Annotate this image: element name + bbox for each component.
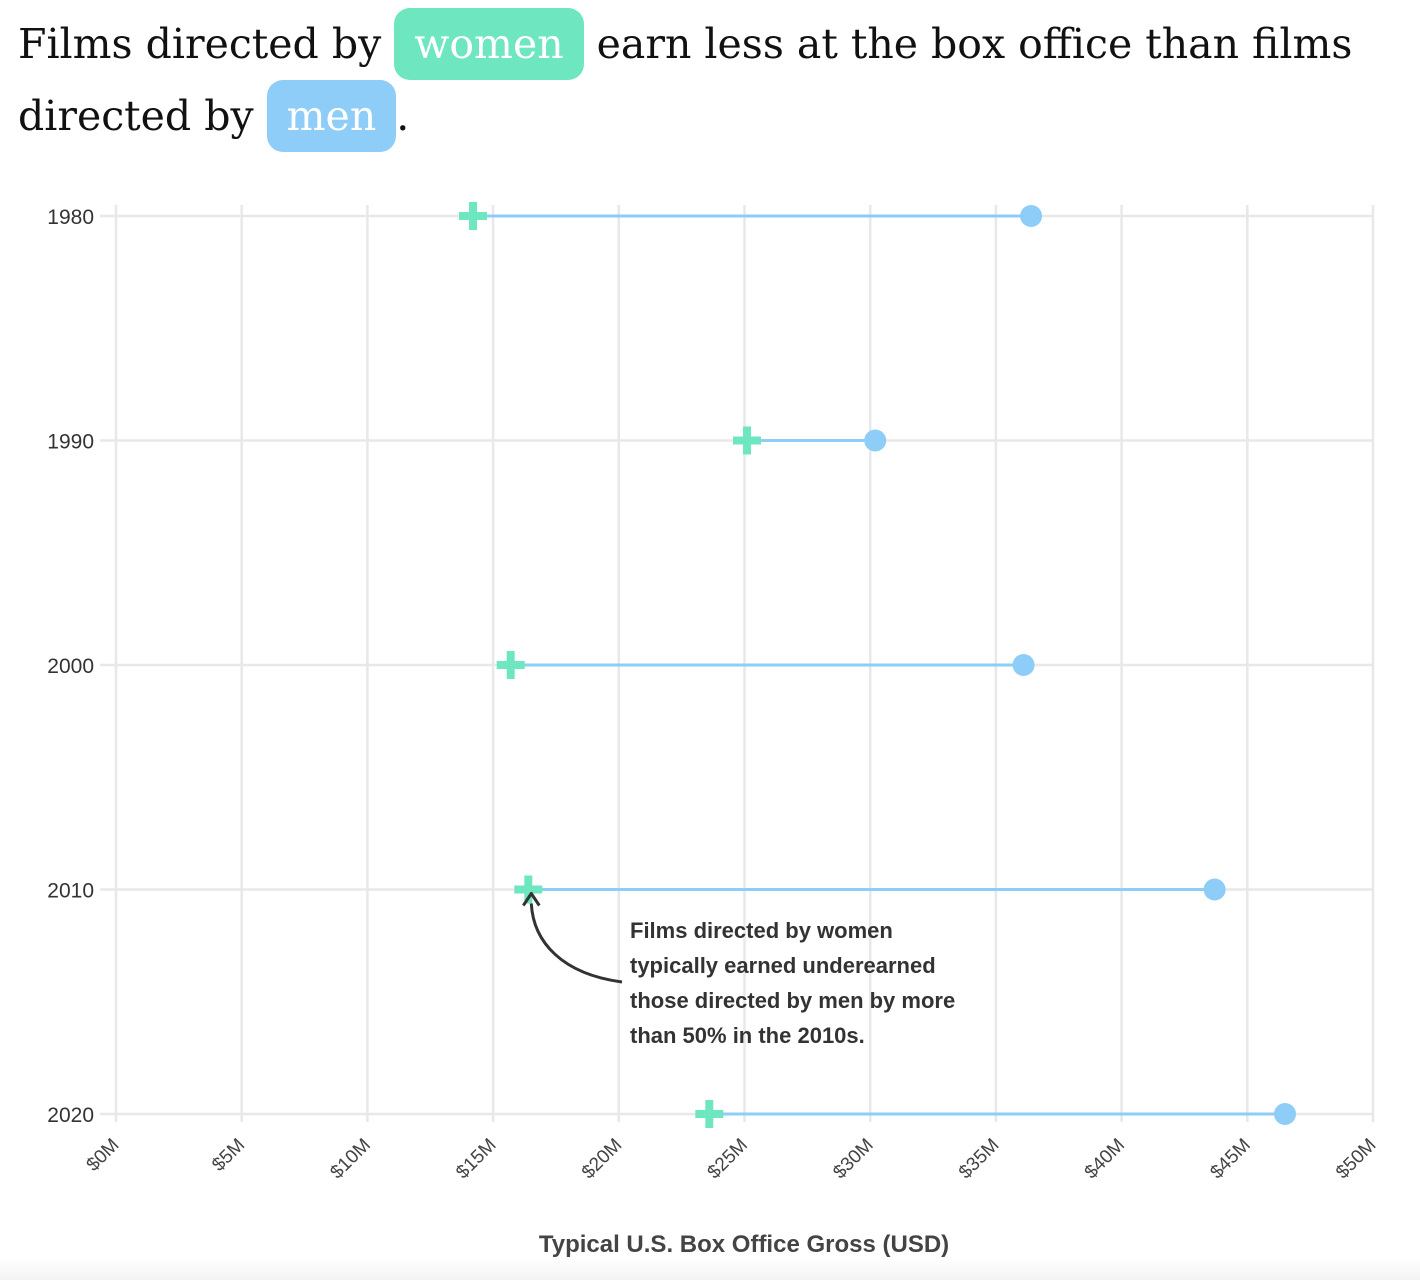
x-tick-label: $15M [452,1135,500,1183]
y-tick-label: 2020 [47,1104,94,1127]
x-tick-label: $40M [1081,1135,1129,1183]
annotation-text-line: than 50% in the 2010s. [630,1023,865,1048]
headline: Films directed by women earn less at the… [18,8,1408,152]
annotation-arrowhead [522,892,541,907]
x-tick-label: $20M [578,1135,626,1183]
annotation: Films directed by women typically earned … [522,892,955,1048]
x-tick-label: $0M [83,1135,124,1176]
x-tick-label: $35M [955,1135,1003,1183]
x-axis-ticks: $0M $5M $10M $15M $20M $25M $30M $35M $40M $45M $5… [83,1135,1381,1183]
women-point [733,426,762,455]
x-tick-label: $5M [208,1135,249,1176]
annotation-text-line: those directed by men by more [630,988,955,1013]
x-tick-label: $50M [1332,1135,1380,1183]
men-point [1012,654,1035,676]
women-point [695,1100,724,1128]
y-tick-label: 2000 [47,655,94,678]
y-tick-label: 1990 [47,431,94,454]
headline-text-2: earn less at the box office than films d… [18,20,1353,140]
annotation-text-line: typically earned underearned [630,953,936,978]
x-tick-label: $30M [829,1135,877,1183]
x-tick-label: $45M [1206,1135,1254,1183]
x-axis-label: Typical U.S. Box Office Gross (USD) [539,1231,949,1258]
headline-text-1: Films directed by [18,20,382,68]
annotation-text-line: Films directed by women [630,918,893,943]
men-point [1274,1103,1297,1125]
footer-shade [0,1258,1420,1280]
dumbbell-connectors [472,214,1286,1116]
x-tick-label: $10M [326,1135,374,1183]
y-tick-label: 1980 [47,206,94,229]
x-tick-label: $25M [704,1135,752,1183]
men-point [1020,205,1043,227]
men-point [1203,878,1226,901]
y-tick-label: 2010 [47,880,94,903]
women-point [514,875,543,904]
men-point [864,429,887,452]
women-point [496,651,525,679]
headline-text-3: . [396,92,410,140]
annotation-arrow [529,903,623,984]
dumbbell-markers [458,202,1297,1128]
women-highlight: women [394,8,584,80]
y-axis-ticks: 1980 1990 2000 2010 2020 [47,206,94,1127]
women-point [458,202,487,230]
men-highlight: men [266,80,397,152]
